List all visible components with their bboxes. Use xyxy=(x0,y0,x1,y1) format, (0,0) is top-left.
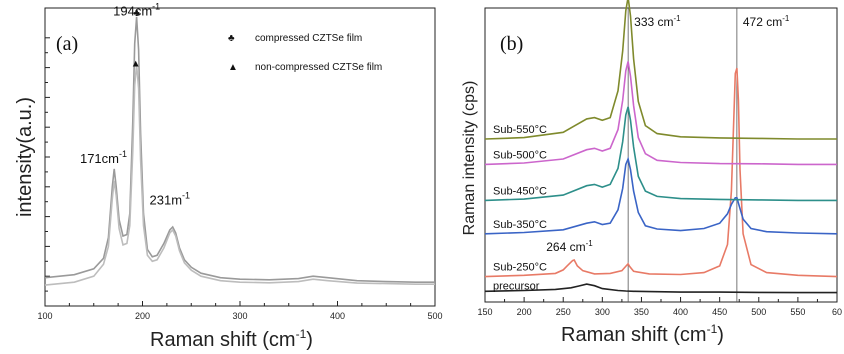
reference-line-label: 333 cm-1 xyxy=(634,14,681,29)
x-tick-label: 350 xyxy=(634,307,649,317)
panel-a-series: ♣▲ xyxy=(44,8,435,286)
series-line-sub-450-c xyxy=(484,106,837,202)
reference-line-label: 472 cm-1 xyxy=(743,14,790,29)
x-tick-label: 250 xyxy=(556,307,571,317)
x-tick-label: 200 xyxy=(135,311,150,321)
x-tick-label: 550 xyxy=(790,307,805,317)
x-tick-label: 200 xyxy=(517,307,532,317)
peak-annotation: 231m-1 xyxy=(150,191,191,208)
panel-b-reference-lines: 333 cm-1 472 cm-1 xyxy=(627,8,790,302)
panel-b: (b) 150 200 250 300 350 400 450 500 550 60 333 cm… xyxy=(461,0,842,346)
series-line-sub-500-c xyxy=(484,61,837,166)
peak-annotation: 171cm-1 xyxy=(80,149,127,166)
series-line-non-compressed xyxy=(44,64,435,286)
panel-b-series-labels: precursor Sub-250°C Sub-350°C Sub-450°C Sub-… xyxy=(493,124,547,292)
panel-a-x-axis-label: Raman shift (cm-1) xyxy=(150,327,313,351)
series-line-precursor xyxy=(484,283,837,294)
panel-b-x-ticks: 150 200 250 300 350 400 450 500 550 60 xyxy=(477,297,842,317)
series-label-sub-500-c: Sub-500°C xyxy=(493,149,547,161)
x-tick-label: 500 xyxy=(427,311,442,321)
series-label-precursor: precursor xyxy=(493,280,540,292)
series-line-sub-350-c xyxy=(484,156,838,235)
panel-a-annotations: 194cm-1 171cm-1 231m-1 xyxy=(80,1,190,207)
x-tick-label: 60 xyxy=(832,307,842,317)
panel-b-y-axis-label: Raman intensity (cps) xyxy=(461,81,478,236)
panel-b-series xyxy=(484,0,838,294)
x-tick-label: 300 xyxy=(595,307,610,317)
panel-a-y-axis-label: intensity(a.u.) xyxy=(14,97,36,217)
panel-b-label: (b) xyxy=(500,33,523,55)
peak-annotation: 264 cm-1 xyxy=(546,239,593,254)
x-tick-label: 300 xyxy=(232,311,247,321)
peak-marker-compressed: ♣ xyxy=(133,8,140,19)
x-tick-label: 400 xyxy=(330,311,345,321)
panel-a-legend: ♣ compressed CZTSe film ▲ non-compressed… xyxy=(228,33,382,73)
peak-annotation: 194cm-1 xyxy=(113,1,160,18)
panel-b-annotations: 264 cm-1 xyxy=(546,239,593,254)
legend-marker-compressed: ♣ xyxy=(228,33,235,44)
series-label-sub-550-c: Sub-550°C xyxy=(493,124,547,136)
series-line-compressed xyxy=(44,16,435,283)
x-tick-label: 400 xyxy=(673,307,688,317)
x-tick-label: 150 xyxy=(477,307,492,317)
series-label-sub-250-c: Sub-250°C xyxy=(493,262,547,274)
series-label-sub-350-c: Sub-350°C xyxy=(493,219,547,231)
panel-a: (a) 100 200 300 400 500 ♣▲ 194cm-1171cm-1231… xyxy=(14,1,443,351)
panel-a-label: (a) xyxy=(56,33,78,55)
panel-a-x-ticks: 100 200 300 400 500 xyxy=(37,37,443,321)
x-tick-label: 100 xyxy=(37,311,52,321)
series-label-sub-450-c: Sub-450°C xyxy=(493,185,547,197)
series-line-sub-250-c xyxy=(484,67,838,278)
peak-marker-non-compressed: ▲ xyxy=(131,59,141,70)
legend-marker-noncompressed: ▲ xyxy=(228,62,238,73)
series-line-sub-550-c xyxy=(484,0,837,140)
legend-label-compressed: compressed CZTSe film xyxy=(255,33,362,44)
x-tick-label: 500 xyxy=(751,307,766,317)
x-tick-label: 450 xyxy=(712,307,727,317)
legend-label-noncompressed: non-compressed CZTSe film xyxy=(255,62,382,73)
panel-b-x-axis-label: Raman shift (cm-1) xyxy=(561,322,724,346)
